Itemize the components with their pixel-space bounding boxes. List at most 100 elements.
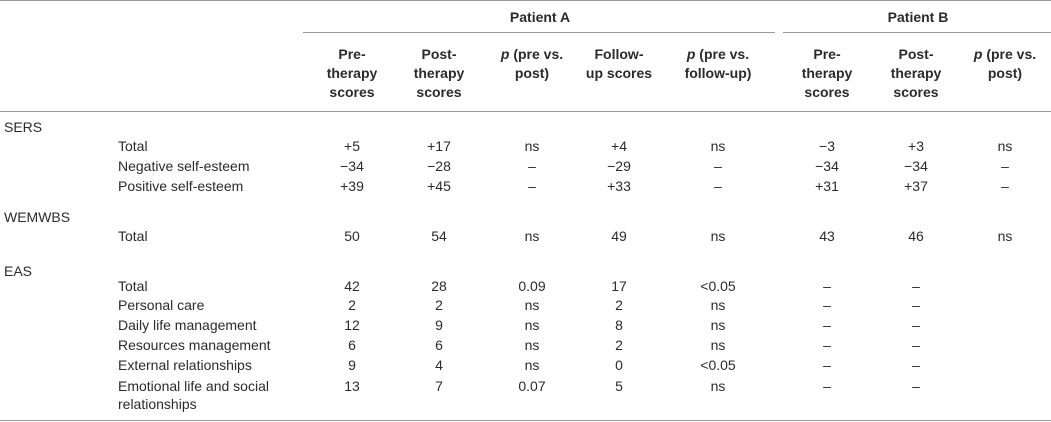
table-cell: 9 (348, 357, 356, 373)
table-cell: 6 (348, 337, 356, 353)
patient-b-rule (783, 32, 1051, 33)
table-cell: 12 (344, 317, 360, 333)
table-cell: <0.05 (700, 278, 736, 294)
table-cell: – (528, 178, 536, 194)
table-cell: 0.07 (518, 378, 546, 394)
table-cell: – (912, 337, 920, 353)
table-cell: ns (710, 138, 726, 154)
table-cell: – (912, 357, 920, 373)
row-label: Total (118, 138, 148, 154)
table-cell: +45 (427, 178, 451, 194)
table-cell: <0.05 (700, 357, 736, 373)
table-cell: −34 (340, 158, 364, 174)
table-cell: +3 (908, 138, 924, 154)
table-cell: 43 (819, 228, 835, 244)
table-cell: – (823, 297, 831, 313)
top-rule (0, 0, 1051, 1)
table-cell: ns (524, 337, 540, 353)
section-label: WEMWBS (4, 209, 71, 225)
table-cell: 2 (615, 297, 623, 313)
table-cell: −34 (904, 158, 928, 174)
table-cell: ns (524, 138, 540, 154)
table-cell: – (823, 317, 831, 333)
col-header-b-post: Post-therapy scores (890, 46, 942, 100)
table-cell: 8 (615, 317, 623, 333)
row-label: Emotional life and social relationships (118, 378, 269, 412)
table-cell: 42 (344, 278, 360, 294)
table-cell: – (823, 278, 831, 294)
table-cell: ns (997, 228, 1013, 244)
table-cell: 46 (908, 228, 924, 244)
table-cell: 6 (435, 337, 443, 353)
table-cell: – (823, 378, 831, 394)
table-cell: +39 (340, 178, 364, 194)
table-cell: – (912, 378, 920, 394)
table-cell: 9 (435, 317, 443, 333)
table-cell: +4 (611, 138, 627, 154)
table-cell: – (1001, 178, 1009, 194)
group-header-patient-a: Patient A (509, 9, 571, 25)
table-cell: 50 (344, 228, 360, 244)
table-cell: +33 (607, 178, 631, 194)
table-cell: +37 (904, 178, 928, 194)
table-cell: ns (524, 317, 540, 333)
table-cell: 7 (435, 378, 443, 394)
table-cell: 17 (611, 278, 627, 294)
table-cell: – (528, 158, 536, 174)
table-cell: – (714, 178, 722, 194)
table-cell: 0 (615, 357, 623, 373)
table-cell: 0.09 (518, 278, 546, 294)
group-header-patient-b: Patient B (887, 9, 949, 25)
bottom-rule (0, 420, 1051, 421)
row-label: Total (118, 228, 148, 244)
row-label: Negative self-esteem (118, 158, 250, 174)
table-cell: – (912, 317, 920, 333)
table-cell: ns (710, 228, 726, 244)
section-label: SERS (4, 119, 43, 135)
row-label: Daily life management (118, 317, 257, 333)
col-header-a-p-pre-post: p (pre vs. post) (500, 46, 564, 81)
table-cell: 2 (348, 297, 356, 313)
row-label: Total (118, 278, 148, 294)
table-cell: −28 (427, 158, 451, 174)
table-cell: 13 (344, 378, 360, 394)
table-cell: – (912, 297, 920, 313)
table-cell: +5 (344, 138, 360, 154)
table-cell: – (1001, 158, 1009, 174)
table-cell: +17 (427, 138, 451, 154)
table-cell: +31 (815, 178, 839, 194)
col-header-b-p-pre-post: p (pre vs. post) (973, 46, 1037, 81)
patient-a-rule (303, 32, 775, 33)
header-bottom-rule (0, 111, 1051, 112)
table-cell: ns (524, 297, 540, 313)
table-cell: ns (524, 228, 540, 244)
col-header-b-pre: Pre-therapy scores (801, 46, 853, 100)
row-label: Positive self-esteem (118, 178, 244, 194)
col-header-a-follow-up: Follow-up scores (585, 46, 653, 81)
table-cell: ns (710, 297, 726, 313)
table-cell: 2 (615, 337, 623, 353)
row-label: External relationships (118, 357, 252, 373)
table-cell: – (714, 158, 722, 174)
row-label: Personal care (118, 297, 205, 313)
table-cell: 4 (435, 357, 443, 373)
table-cell: −3 (819, 138, 835, 154)
table-cell: ns (524, 357, 540, 373)
table-cell: ns (997, 138, 1013, 154)
table-cell: ns (710, 317, 726, 333)
table-cell: 54 (431, 228, 447, 244)
table-cell: ns (710, 378, 726, 394)
table-cell: −34 (815, 158, 839, 174)
col-header-a-pre: Pre-therapy scores (326, 46, 378, 100)
table-cell: −29 (607, 158, 631, 174)
table-cell: – (823, 337, 831, 353)
table-cell: 2 (435, 297, 443, 313)
table-cell: ns (710, 337, 726, 353)
table-cell: – (912, 278, 920, 294)
section-label: EAS (4, 263, 33, 279)
col-header-a-p-pre-follow: p (pre vs. follow-up) (684, 46, 752, 81)
col-header-a-post: Post-therapy scores (413, 46, 465, 100)
table-cell: 49 (611, 228, 627, 244)
table-cell: – (823, 357, 831, 373)
